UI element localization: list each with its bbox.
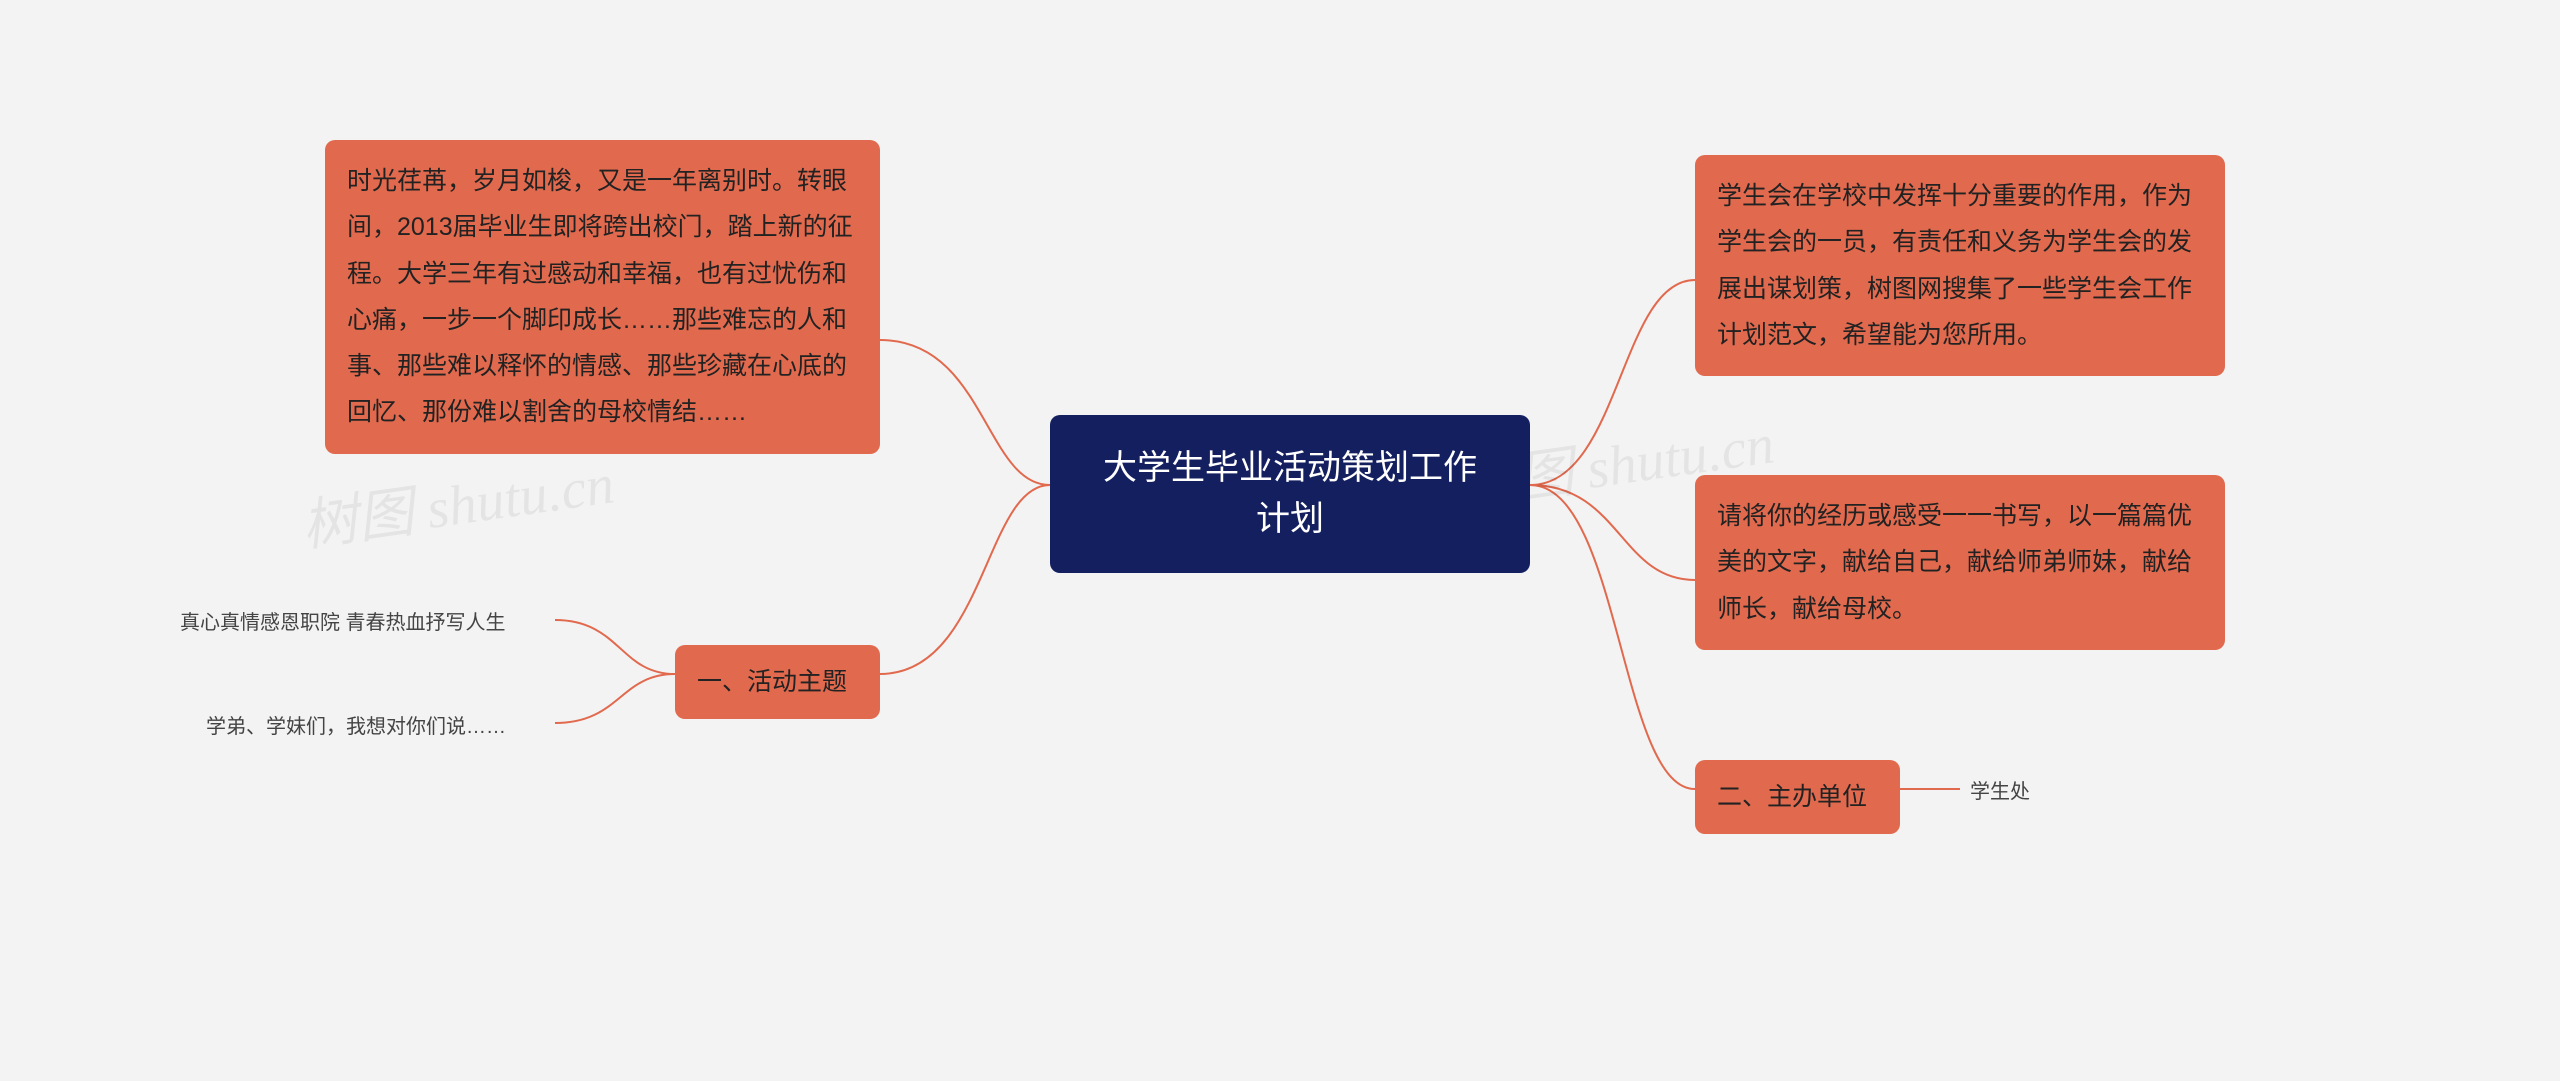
left-intro-text: 时光荏苒，岁月如梭，又是一年离别时。转眼间，2013届毕业生即将跨出校门，踏上新… <box>347 167 853 426</box>
theme-child-1: 学弟、学妹们，我想对你们说…… <box>206 710 506 739</box>
right-note2-text: 请将你的经历或感受一一书写，以一篇篇优美的文字，献给自己，献给师弟师妹，献给师长… <box>1717 502 2192 623</box>
right-note1-node[interactable]: 学生会在学校中发挥十分重要的作用，作为学生会的一员，有责任和义务为学生会的发展出… <box>1695 155 2225 376</box>
left-theme-label: 一、活动主题 <box>697 668 847 696</box>
right-host-node[interactable]: 二、主办单位 <box>1695 760 1900 834</box>
left-intro-node[interactable]: 时光荏苒，岁月如梭，又是一年离别时。转眼间，2013届毕业生即将跨出校门，踏上新… <box>325 140 880 454</box>
right-note1-text: 学生会在学校中发挥十分重要的作用，作为学生会的一员，有责任和义务为学生会的发展出… <box>1717 182 2192 349</box>
root-node[interactable]: 大学生毕业活动策划工作 计划 <box>1050 415 1530 573</box>
root-line2: 计划 <box>1256 500 1324 538</box>
theme-child-0: 真心真情感恩职院 青春热血抒写人生 <box>180 606 506 635</box>
left-theme-node[interactable]: 一、活动主题 <box>675 645 880 719</box>
right-host-label: 二、主办单位 <box>1717 783 1867 811</box>
host-child: 学生处 <box>1970 775 2030 804</box>
right-note2-node[interactable]: 请将你的经历或感受一一书写，以一篇篇优美的文字，献给自己，献给师弟师妹，献给师长… <box>1695 475 2225 650</box>
root-line1: 大学生毕业活动策划工作 <box>1103 449 1477 487</box>
watermark-1: 树图 shutu.cn <box>296 439 618 563</box>
